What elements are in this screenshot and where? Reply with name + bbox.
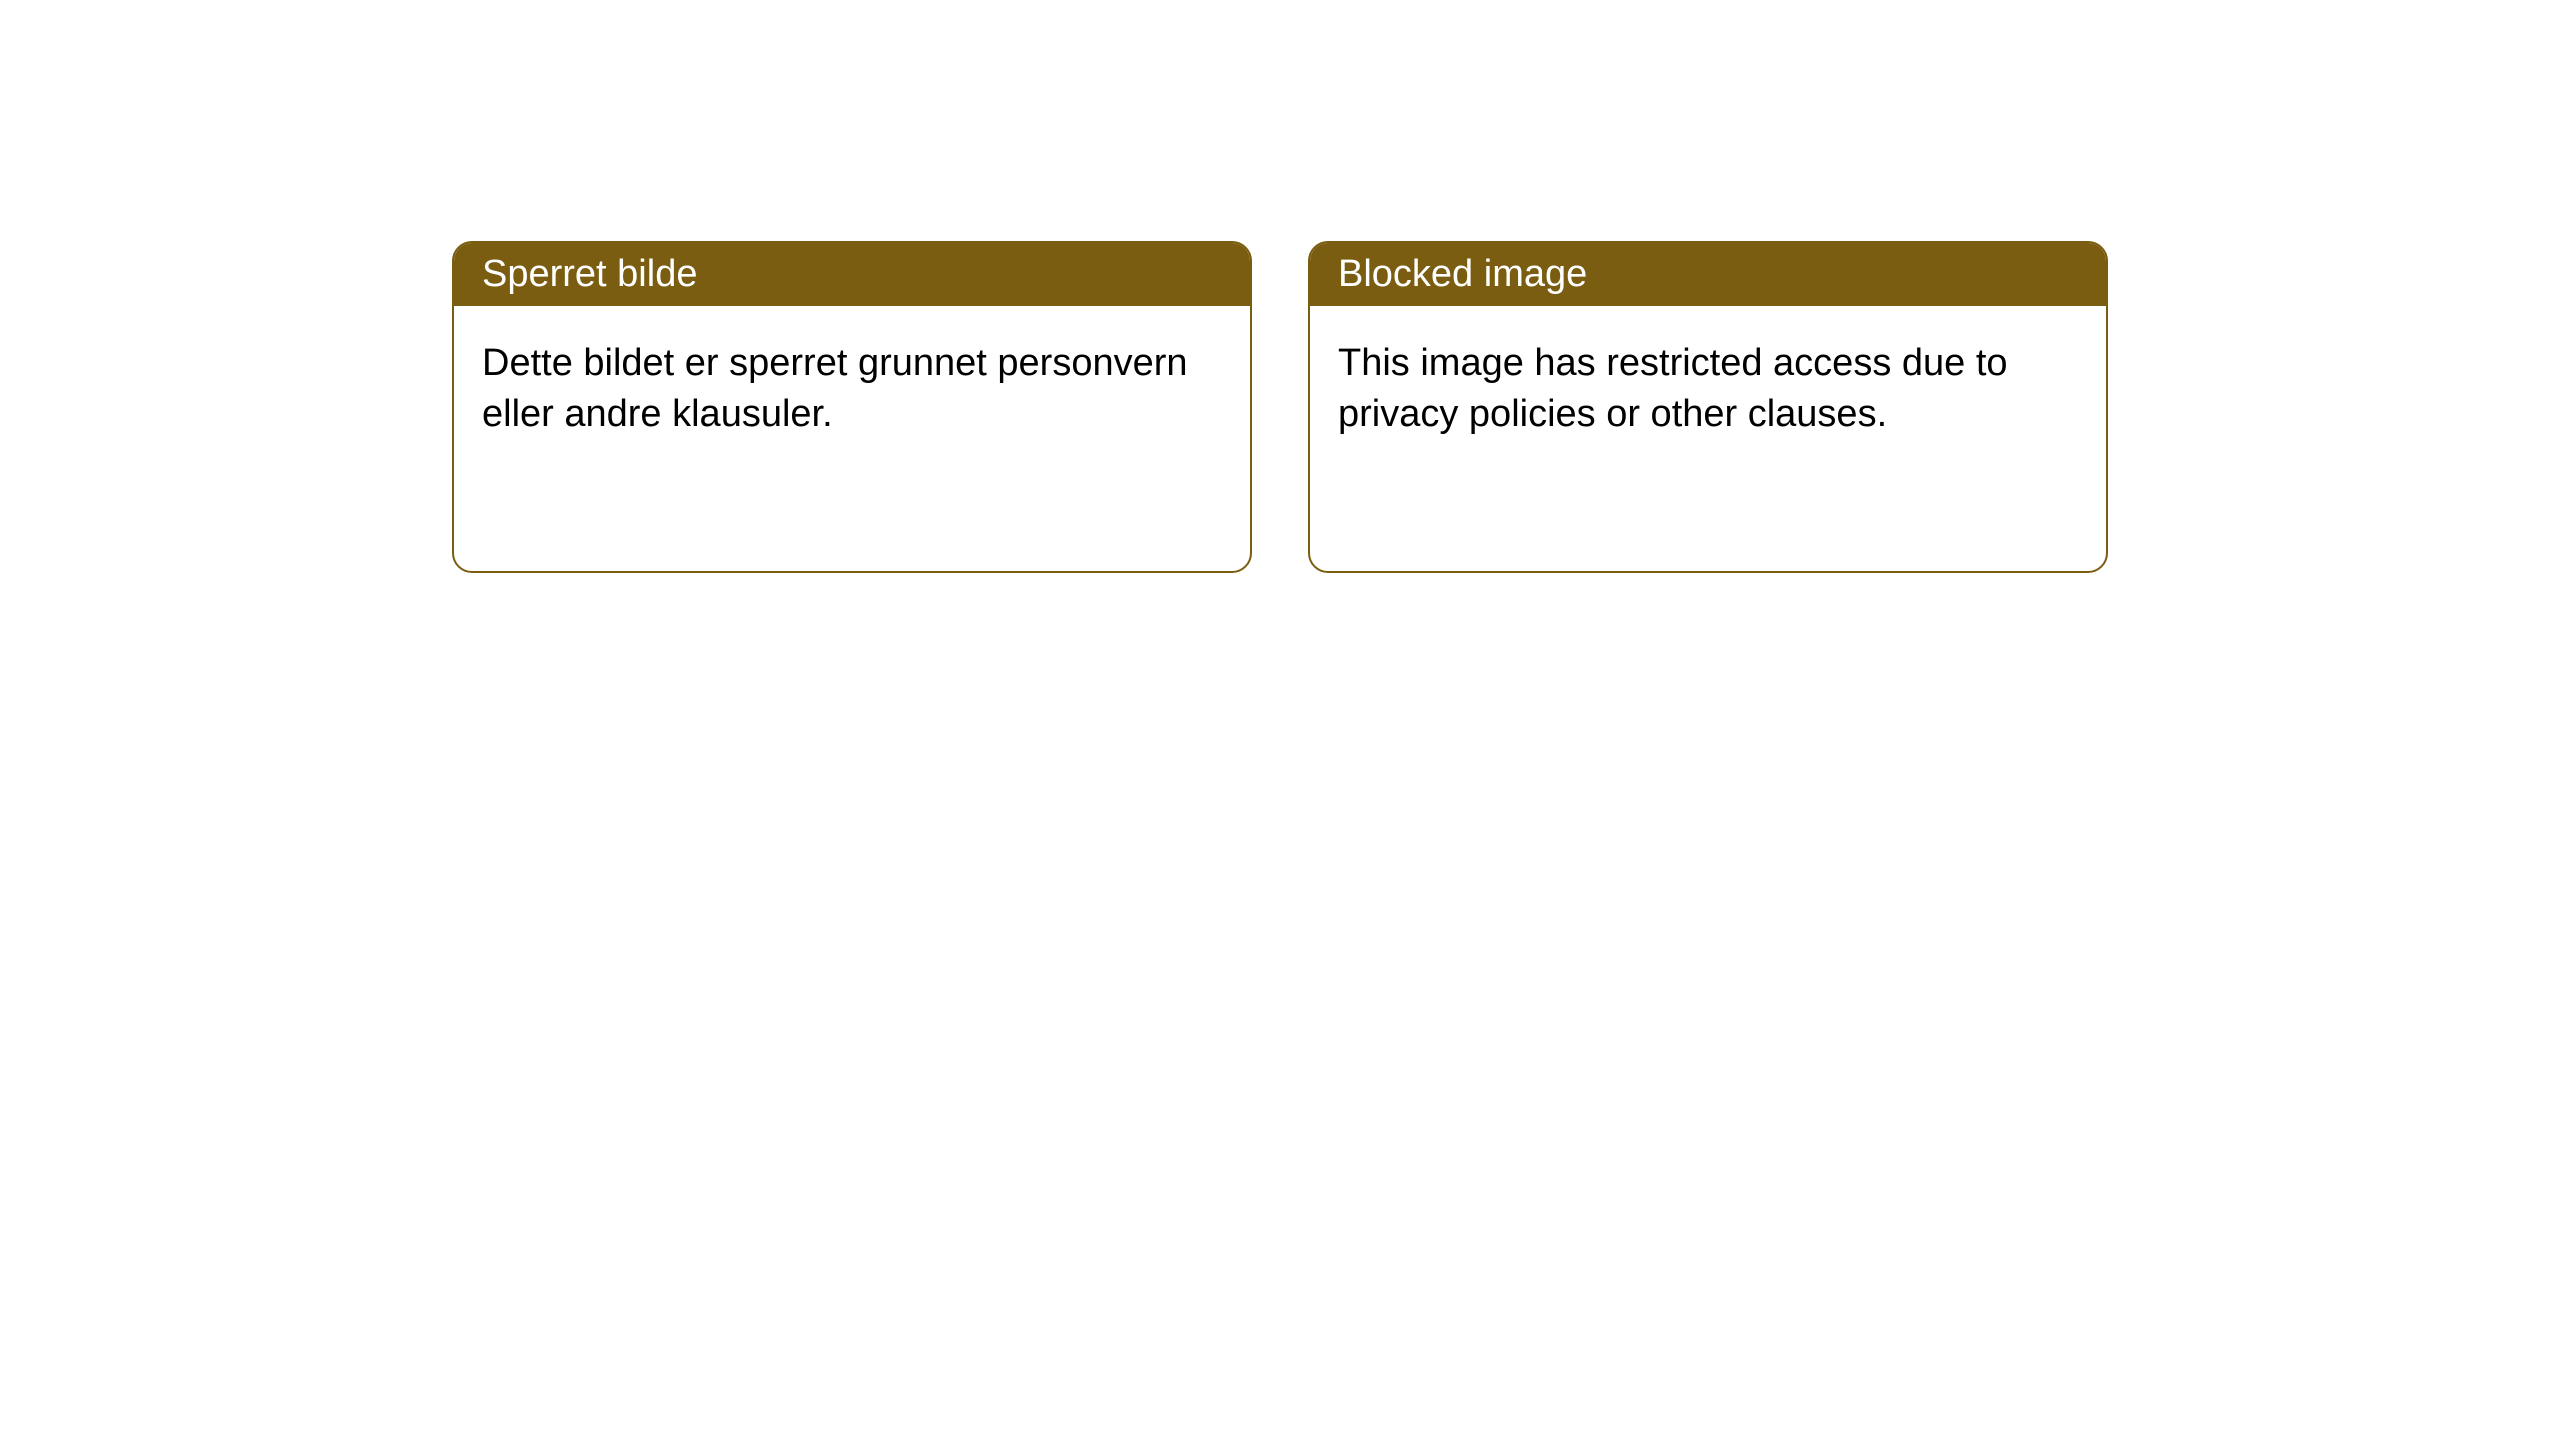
notice-title-norwegian: Sperret bilde bbox=[482, 253, 697, 295]
notice-text-english: This image has restricted access due to … bbox=[1338, 342, 2008, 435]
notice-body-english: This image has restricted access due to … bbox=[1310, 306, 2106, 473]
notice-title-english: Blocked image bbox=[1338, 253, 1587, 295]
notice-body-norwegian: Dette bildet er sperret grunnet personve… bbox=[454, 306, 1250, 473]
notice-header-english: Blocked image bbox=[1310, 243, 2106, 306]
notice-text-norwegian: Dette bildet er sperret grunnet personve… bbox=[482, 342, 1188, 435]
notice-card-norwegian: Sperret bilde Dette bildet er sperret gr… bbox=[452, 241, 1252, 573]
notice-header-norwegian: Sperret bilde bbox=[454, 243, 1250, 306]
notice-card-english: Blocked image This image has restricted … bbox=[1308, 241, 2108, 573]
notice-container: Sperret bilde Dette bildet er sperret gr… bbox=[0, 0, 2560, 573]
